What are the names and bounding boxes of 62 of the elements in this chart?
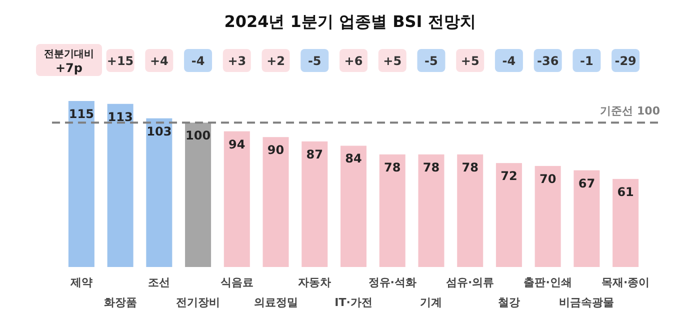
- text: -4: [502, 54, 516, 68]
- text: +5: [383, 54, 402, 68]
- bar: [612, 178, 639, 267]
- text: +4: [150, 54, 168, 68]
- bar: [224, 131, 250, 267]
- data-label: 78: [384, 160, 401, 174]
- text: +2: [266, 54, 285, 68]
- bar: [574, 170, 600, 267]
- text: +15: [106, 54, 134, 68]
- text: -4: [191, 54, 205, 68]
- chart-title: 2024년 1분기 업종별 BSI 전망치: [224, 12, 476, 31]
- x-tick-label: 전기장비: [176, 296, 220, 309]
- x-tick-label: 목재·종이: [601, 276, 650, 289]
- data-label: 100: [186, 128, 211, 143]
- data-label: 72: [500, 169, 518, 184]
- data-label: 78: [422, 160, 440, 174]
- data-label: 90: [267, 143, 284, 158]
- x-tick-label: IT·가전: [334, 296, 372, 309]
- text: 전분기대비 +7p: [44, 49, 94, 75]
- x-tick-label: 정유·석화: [368, 276, 416, 289]
- bar: [185, 122, 212, 267]
- text: -1: [580, 54, 594, 68]
- text: -36: [536, 54, 559, 68]
- bar: [68, 101, 94, 267]
- x-tick-label: 비금속광물: [559, 296, 614, 309]
- text: -29: [614, 54, 636, 68]
- x-tick-label: 섬유·의류: [446, 276, 494, 289]
- x-tick-label: 철강: [498, 296, 520, 309]
- bar: [302, 141, 328, 267]
- bar: [107, 104, 134, 267]
- x-tick-label: 제약: [69, 276, 92, 289]
- data-label: 84: [345, 152, 362, 166]
- x-tick-label: 출판·인쇄: [524, 276, 572, 289]
- data-label: 70: [539, 172, 556, 186]
- data-label: 94: [228, 137, 246, 152]
- bar: [379, 154, 406, 267]
- data-label: 103: [146, 124, 172, 138]
- x-tick-label: 기계: [420, 296, 442, 309]
- bar: [418, 154, 444, 267]
- data-label: 115: [68, 107, 94, 121]
- data-label: 113: [108, 110, 133, 124]
- data-label: 78: [462, 160, 478, 174]
- text: -5: [424, 54, 438, 68]
- bar: [457, 154, 484, 267]
- x-tick-label: 조선: [148, 276, 170, 289]
- x-tick-label: 의료정밀: [254, 296, 298, 309]
- bar: [146, 118, 172, 267]
- bar: [534, 166, 561, 267]
- bar: [262, 137, 289, 267]
- text: -5: [308, 54, 322, 68]
- data-label: 67: [578, 176, 596, 190]
- x-tick-label: 자동차: [298, 276, 332, 289]
- data-label: 87: [306, 147, 323, 162]
- bar: [340, 146, 366, 267]
- text: +5: [460, 54, 480, 68]
- x-tick-label: 화장품: [104, 296, 137, 309]
- bar: [496, 163, 522, 267]
- data-label: 61: [617, 184, 634, 199]
- text: +6: [344, 54, 363, 68]
- x-tick-label: 식음료: [220, 276, 254, 289]
- text: +3: [228, 54, 246, 68]
- ref-line-label: 기준선 100: [600, 104, 660, 118]
